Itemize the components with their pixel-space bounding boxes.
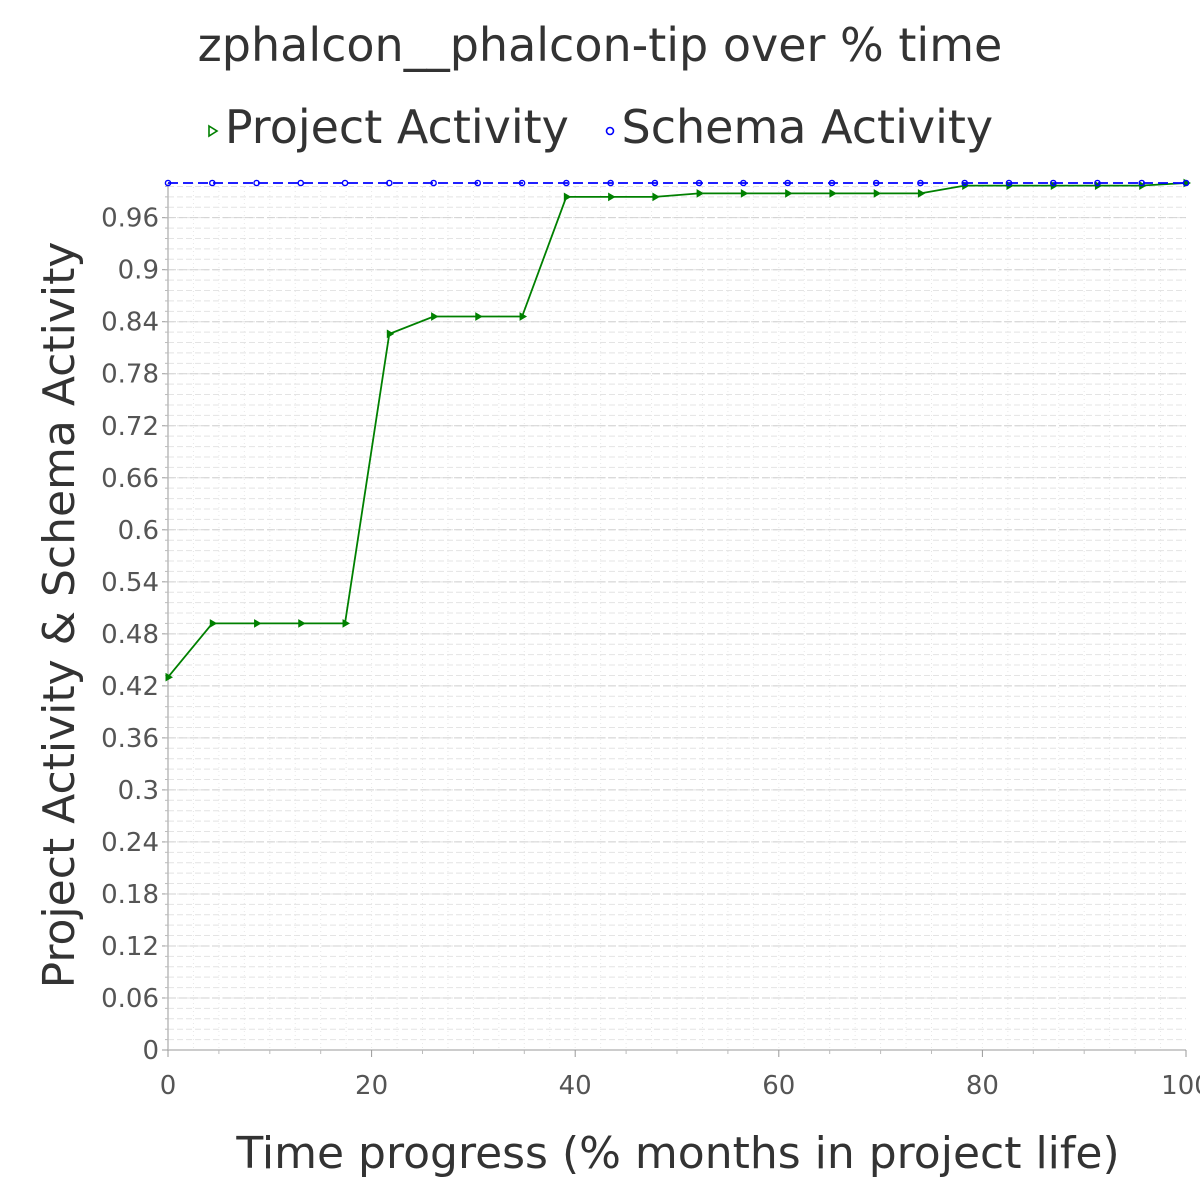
data-point-schema-activity — [430, 179, 437, 187]
legend: Project Activity Schema Activity — [0, 100, 1200, 154]
y-tick-label: 0.66 — [101, 464, 159, 494]
data-point-project-activity — [165, 672, 173, 682]
data-point-project-activity — [917, 189, 926, 198]
legend-marker-schema-activity — [605, 126, 614, 135]
data-point-schema-activity — [607, 179, 614, 187]
data-point-project-activity — [740, 189, 749, 198]
legend-label-project-activity: Project Activity — [224, 100, 569, 154]
y-tick-label: 0.36 — [101, 724, 159, 754]
data-point-schema-activity — [917, 179, 924, 187]
y-tick-label: 0.96 — [101, 204, 159, 234]
data-point-project-activity — [475, 312, 483, 321]
data-point-schema-activity — [828, 179, 836, 187]
data-point-schema-activity — [164, 179, 172, 187]
y-tick-label: 0.06 — [101, 984, 159, 1014]
chart-title: zphalcon__phalcon-tip over % time — [197, 18, 1003, 72]
y-tick-label: 0.18 — [101, 880, 159, 910]
legend-item-schema-activity: Schema Activity — [604, 100, 994, 154]
x-tick-label: 20 — [355, 1071, 388, 1101]
data-point-schema-activity — [1182, 179, 1190, 187]
x-tick-label: 80 — [966, 1071, 999, 1101]
data-point-schema-activity — [740, 179, 747, 187]
data-point-schema-activity — [341, 179, 349, 187]
y-tick-label: 0.54 — [101, 568, 159, 598]
data-point-schema-activity — [518, 179, 526, 187]
data-point-schema-activity — [1049, 179, 1057, 187]
data-point-project-activity — [519, 312, 528, 321]
y-tick-label: 0.78 — [101, 360, 159, 390]
data-point-project-activity — [608, 192, 616, 202]
data-point-project-activity — [298, 619, 306, 628]
y-tick-label: 0.6 — [118, 516, 159, 546]
x-axis-title: Time progress (% months in project life) — [235, 1128, 1119, 1179]
data-point-schema-activity — [784, 179, 791, 187]
data-point-project-activity — [209, 619, 218, 628]
series-line-project-activity — [167, 182, 1187, 678]
x-tick-label: 40 — [559, 1071, 592, 1101]
y-tick-label: 0 — [142, 1036, 159, 1066]
y-tick-label: 0.12 — [101, 932, 159, 962]
legend-label-schema-activity: Schema Activity — [621, 100, 994, 154]
data-point-project-activity — [696, 189, 705, 198]
data-point-project-activity — [829, 189, 837, 198]
data-point-schema-activity — [297, 179, 305, 187]
data-point-project-activity — [785, 189, 793, 198]
y-axis-title: Project Activity & Schema Activity — [34, 242, 85, 989]
data-point-schema-activity — [1138, 179, 1146, 187]
data-point-schema-activity — [872, 179, 880, 187]
data-point-project-activity — [652, 192, 660, 202]
data-point-project-activity — [563, 192, 572, 202]
data-point-project-activity — [342, 619, 351, 628]
grid — [168, 183, 1186, 1051]
data-point-schema-activity — [386, 179, 393, 187]
legend-marker-project-activity — [208, 124, 219, 137]
x-tick-label: 100 — [1161, 1071, 1200, 1101]
series — [164, 178, 1191, 682]
x-tick-label: 0 — [160, 1071, 177, 1101]
data-point-schema-activity — [961, 179, 968, 187]
x-tick-label: 60 — [762, 1071, 795, 1101]
data-point-schema-activity — [651, 179, 659, 187]
y-tick-label: 0.42 — [101, 672, 159, 702]
data-point-schema-activity — [1094, 179, 1101, 187]
y-tick-label: 0.48 — [101, 620, 159, 650]
data-point-project-activity — [873, 189, 882, 198]
y-tick-label: 0.3 — [118, 776, 159, 806]
data-point-schema-activity — [253, 179, 260, 187]
y-tick-label: 0.24 — [101, 828, 159, 858]
data-point-schema-activity — [695, 179, 703, 187]
data-point-schema-activity — [1005, 179, 1013, 187]
data-point-schema-activity — [563, 179, 570, 187]
data-point-project-activity — [254, 619, 262, 628]
data-point-schema-activity — [474, 179, 482, 187]
y-tick-label: 0.84 — [101, 308, 159, 338]
axes — [162, 183, 1187, 1057]
y-tick-label: 0.72 — [101, 412, 159, 442]
data-point-project-activity — [386, 329, 395, 339]
y-tick-label: 0.9 — [118, 256, 159, 286]
tick-labels: 0 0.06 0.12 0.18 0.24 0.3 0.36 0.42 0.48 0.54 0.6 0… — [101, 204, 1200, 1101]
data-point-project-activity — [431, 312, 439, 321]
data-point-schema-activity — [208, 179, 216, 187]
legend-item-project-activity: Project Activity — [207, 100, 569, 154]
